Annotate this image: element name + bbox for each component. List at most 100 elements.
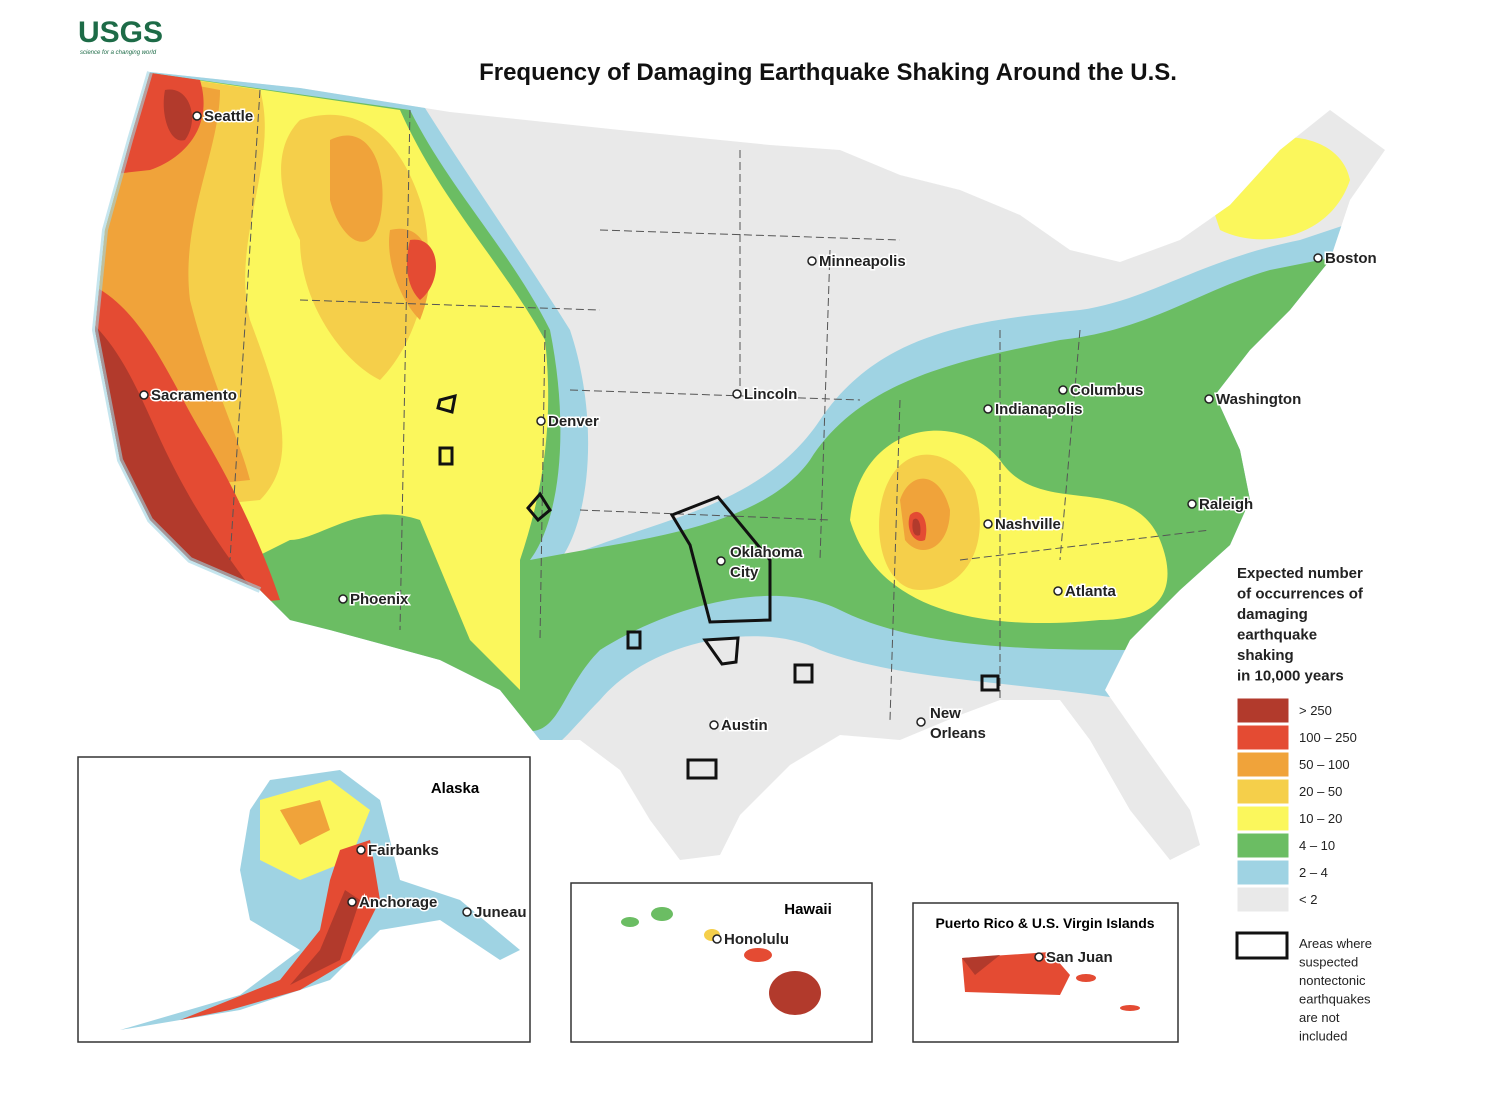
city: Boston	[1313, 249, 1378, 269]
city-dot	[338, 594, 348, 604]
city-label: Oklahoma	[730, 544, 803, 561]
legend-note: are not	[1299, 1010, 1340, 1025]
city-dot	[536, 416, 546, 426]
legend-title: earthquake	[1237, 627, 1317, 644]
zone	[769, 971, 821, 1015]
map-title: Frequency of Damaging Earthquake Shaking…	[479, 59, 1177, 86]
city-dot	[732, 389, 742, 399]
city: Austin	[709, 716, 769, 736]
city-dot	[1058, 385, 1068, 395]
legend-label: 10 – 20	[1299, 811, 1342, 826]
city-label: Fairbanks	[368, 842, 439, 859]
city-label: Juneau	[474, 904, 527, 921]
legend-label: 20 – 50	[1299, 784, 1342, 799]
legend: Expected number of occurrences of damaging…	[1235, 565, 1372, 1044]
inset-frame	[570, 882, 873, 1043]
legend-note: suspected	[1299, 955, 1358, 970]
city-dot	[1187, 499, 1197, 509]
zone	[962, 955, 1000, 975]
zone	[95, 72, 980, 590]
city-dot	[462, 907, 472, 917]
city-dot	[192, 111, 202, 121]
zone	[744, 948, 772, 962]
city-label: New	[930, 705, 961, 722]
zone	[621, 917, 639, 927]
zone	[180, 840, 380, 1020]
city-label: Austin	[721, 717, 768, 734]
city-dot	[709, 720, 719, 730]
legend-swatch	[1236, 724, 1290, 751]
legend-label: 2 – 4	[1299, 865, 1328, 880]
inset-cities: Fairbanks Anchorage Juneau	[347, 841, 528, 923]
inset-title: Alaska	[431, 780, 480, 797]
legend-label: 4 – 10	[1299, 838, 1335, 853]
city-dot	[807, 256, 817, 266]
legend-swatch	[1236, 886, 1290, 913]
inset-cities: Honolulu	[712, 930, 790, 950]
city: Minneapolis	[807, 252, 907, 272]
legend-title: of occurrences of	[1237, 586, 1364, 603]
zone	[120, 770, 520, 1030]
coast-glow	[91, 71, 262, 593]
logo: USGS	[78, 16, 163, 49]
city-label: City	[730, 564, 759, 581]
hawaii-inset: Hawaii Honolulu	[570, 882, 873, 1043]
city: Oklahoma City	[716, 543, 805, 583]
city-label: Raleigh	[1199, 496, 1253, 513]
city-dot	[1053, 586, 1063, 596]
city-label: Nashville	[995, 516, 1061, 533]
legend-label: < 2	[1299, 892, 1317, 907]
city: Raleigh	[1187, 495, 1255, 515]
city-dot	[139, 390, 149, 400]
city-label: San Juan	[1046, 949, 1113, 966]
legend-title: damaging	[1237, 606, 1308, 623]
zone	[1120, 1005, 1140, 1011]
city-label: Honolulu	[724, 931, 789, 948]
legend-swatch	[1236, 859, 1290, 886]
alaska-inset: Alaska Fairbanks Anchorage Juneau	[77, 756, 531, 1043]
city: Columbus	[1058, 381, 1145, 401]
city-dot	[1313, 253, 1323, 263]
city-label: Denver	[548, 413, 599, 430]
city-label: Sacramento	[151, 387, 237, 404]
header: USGS science for a changing world Freque…	[78, 16, 1177, 86]
nontectonic-swatch	[1235, 931, 1289, 960]
city-label: Columbus	[1070, 382, 1143, 399]
city: Washington	[1204, 390, 1303, 410]
city: Nashville	[983, 515, 1062, 535]
zone	[280, 800, 330, 845]
city: Denver	[536, 412, 601, 432]
city: Phoenix	[338, 590, 411, 610]
city: New Orleans	[916, 704, 987, 744]
city: Indianapolis	[983, 400, 1084, 420]
city: Atlanta	[1053, 582, 1118, 602]
city: Sacramento	[139, 386, 238, 406]
legend-label: 100 – 250	[1299, 730, 1357, 745]
legend-swatch	[1236, 778, 1290, 805]
city-dot	[983, 519, 993, 529]
city-dot	[916, 717, 926, 727]
inset-title: Hawaii	[784, 901, 832, 918]
zone	[290, 890, 360, 985]
city: Lincoln	[732, 385, 799, 405]
city-label: Indianapolis	[995, 401, 1083, 418]
legend-swatch	[1236, 805, 1290, 832]
city-dot	[347, 897, 357, 907]
legend-note: Areas where	[1299, 936, 1372, 951]
city-dot	[1204, 394, 1214, 404]
city-dot	[356, 845, 366, 855]
city-label: Atlanta	[1065, 583, 1116, 600]
legend-swatch	[1236, 832, 1290, 859]
city-label: Orleans	[930, 725, 986, 742]
zone	[1076, 974, 1096, 982]
legend-swatch	[1236, 751, 1290, 778]
city: Seattle	[192, 107, 255, 127]
legend-note: nontectonic	[1299, 973, 1366, 988]
city-label: Boston	[1325, 250, 1377, 267]
legend-note: included	[1299, 1029, 1347, 1044]
legend-label: 50 – 100	[1299, 757, 1350, 772]
city-dot	[1034, 952, 1044, 962]
legend-title: shaking	[1237, 647, 1294, 664]
logo-tagline: science for a changing world	[80, 50, 157, 56]
